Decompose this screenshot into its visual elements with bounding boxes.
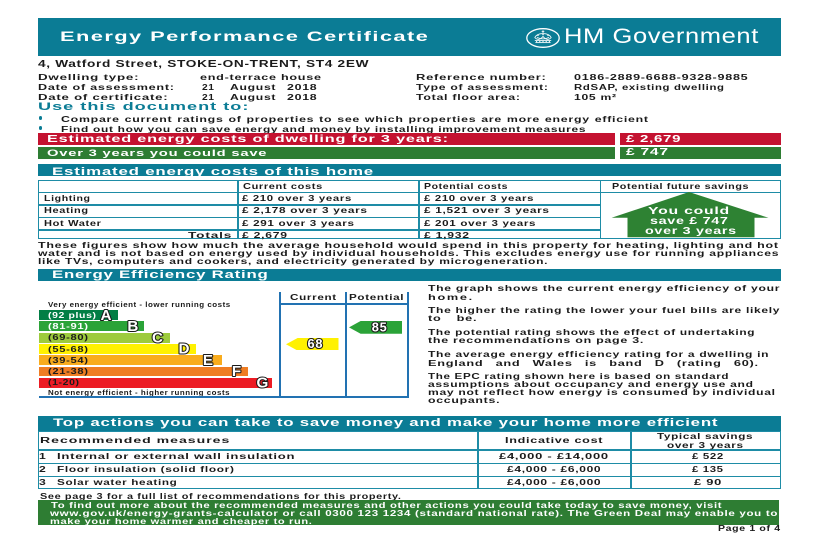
svg-text:F: F xyxy=(232,363,241,380)
svg-text:85: 85 xyxy=(372,320,388,335)
svg-text:E: E xyxy=(203,352,213,369)
svg-text:D: D xyxy=(179,341,190,358)
svg-text:A: A xyxy=(101,307,112,324)
svg-text:G: G xyxy=(256,375,268,392)
svg-text:C: C xyxy=(152,329,163,346)
svg-text:B: B xyxy=(127,318,138,335)
svg-text:68: 68 xyxy=(307,336,323,351)
